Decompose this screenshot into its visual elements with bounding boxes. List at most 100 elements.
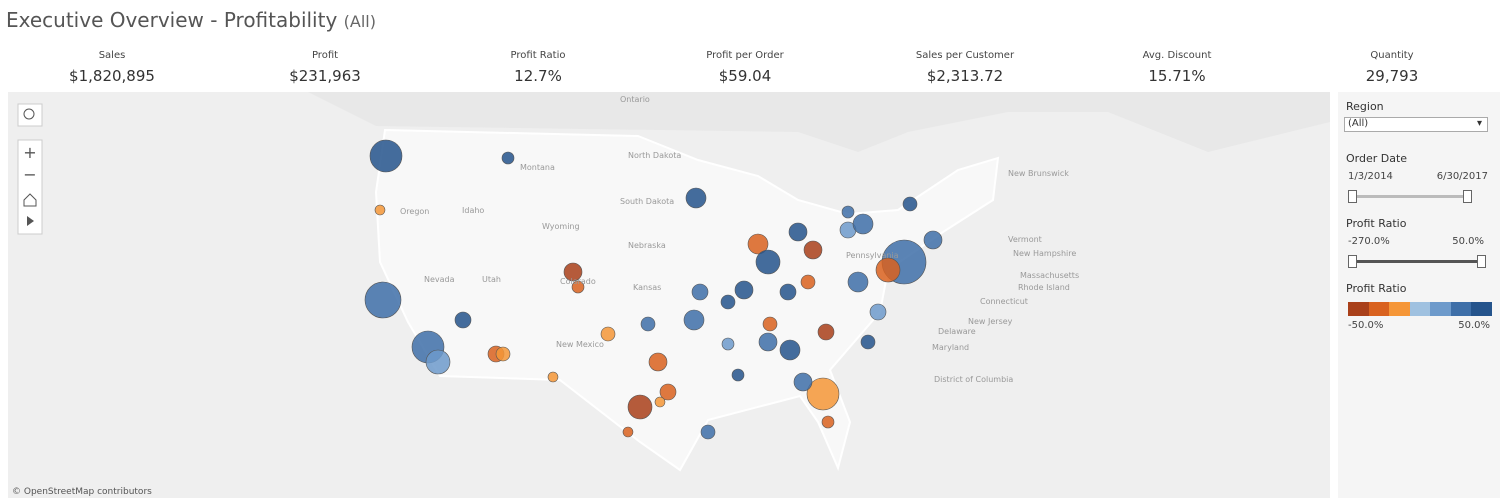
dashboard-title: Executive Overview - Profitability (All): [6, 8, 376, 32]
location-bubble[interactable]: [622, 426, 634, 438]
location-bubble[interactable]: [847, 271, 869, 293]
location-bubble[interactable]: [691, 283, 709, 301]
kpi: Avg. Discount 15.71%: [1077, 50, 1277, 85]
location-bubble[interactable]: [860, 334, 876, 350]
location-bubble[interactable]: [821, 415, 835, 429]
location-bubble[interactable]: [374, 204, 386, 216]
color-ramp: [1348, 302, 1493, 316]
bubble-layer: [364, 139, 943, 440]
pan-button[interactable]: [27, 216, 34, 226]
location-bubble[interactable]: [803, 240, 823, 260]
legend-max: 50.0%: [1458, 320, 1490, 331]
location-bubble[interactable]: [779, 283, 797, 301]
map-label: Wyoming: [542, 222, 580, 231]
filter-title: Order Date: [1346, 152, 1408, 165]
range-end: 50.0%: [1452, 236, 1484, 247]
location-bubble[interactable]: [454, 311, 472, 329]
location-bubble[interactable]: [779, 339, 801, 361]
home-button[interactable]: [23, 193, 37, 207]
region-dropdown[interactable]: (All) ▾: [1344, 117, 1488, 132]
kpi-value: $59.04: [718, 67, 772, 85]
map-label: New Brunswick: [1008, 169, 1069, 178]
location-bubble[interactable]: [734, 280, 754, 300]
slider-handle[interactable]: [1477, 255, 1486, 268]
map: Ontario North Dakota South Dakota Montana Wy…: [8, 92, 1330, 498]
location-bubble[interactable]: [788, 222, 808, 242]
location-bubble[interactable]: [369, 139, 403, 173]
location-bubble[interactable]: [800, 274, 816, 290]
kpi-value: $2,313.72: [926, 67, 1004, 85]
range-end: 6/30/2017: [1436, 171, 1488, 182]
dropdown-value: (All): [1348, 118, 1369, 129]
location-bubble[interactable]: [721, 337, 735, 351]
location-bubble[interactable]: [654, 396, 666, 408]
location-bubble[interactable]: [758, 332, 778, 352]
kpi-value: $1,820,895: [69, 67, 155, 85]
map-label: Nevada: [424, 275, 455, 284]
location-bubble[interactable]: [806, 377, 840, 411]
location-bubble[interactable]: [841, 205, 855, 219]
location-bubble[interactable]: [683, 309, 705, 331]
kpi-label: Sales per Customer: [915, 50, 1015, 61]
location-bubble[interactable]: [627, 394, 653, 420]
ratio-slider[interactable]: [1352, 260, 1478, 263]
map-label: Vermont: [1008, 235, 1042, 244]
location-bubble[interactable]: [659, 383, 677, 401]
zoom-out[interactable]: −: [23, 165, 36, 184]
kpi: Sales $1,820,895: [12, 50, 212, 85]
location-bubble[interactable]: [547, 371, 559, 383]
kpi-label: Sales: [98, 50, 126, 61]
kpi-value: 29,793: [1365, 67, 1419, 85]
location-bubble[interactable]: [747, 233, 769, 255]
location-bubble[interactable]: [640, 316, 656, 332]
location-bubble[interactable]: [817, 323, 835, 341]
location-bubble[interactable]: [720, 294, 736, 310]
location-bubble[interactable]: [571, 280, 585, 294]
slider-handle[interactable]: [1348, 190, 1357, 203]
zoom-toolbar[interactable]: [17, 139, 43, 235]
location-bubble[interactable]: [364, 281, 402, 319]
kpi: Profit per Order $59.04: [645, 50, 845, 85]
location-bubble[interactable]: [685, 187, 707, 209]
location-bubble[interactable]: [852, 213, 874, 235]
map-label: Connecticut: [980, 297, 1028, 306]
slider-handle[interactable]: [1348, 255, 1357, 268]
ramp-step: [1430, 302, 1451, 316]
map-label: Colorado: [560, 277, 596, 286]
slider-handle[interactable]: [1463, 190, 1472, 203]
location-bubble[interactable]: [755, 249, 781, 275]
map-label: South Dakota: [620, 197, 674, 206]
zoom-in[interactable]: +: [23, 143, 36, 162]
map-label: Rhode Island: [1018, 283, 1070, 292]
date-slider[interactable]: [1350, 195, 1468, 198]
map-label: Pennsylvania: [846, 251, 899, 260]
canada-land: [308, 92, 1330, 152]
map-label: New Mexico: [556, 340, 604, 349]
range-start: -270.0%: [1348, 236, 1390, 247]
ramp-step: [1409, 302, 1431, 316]
location-bubble[interactable]: [700, 424, 716, 440]
location-bubble[interactable]: [563, 262, 583, 282]
ramp-step: [1471, 302, 1493, 316]
location-bubble[interactable]: [495, 346, 511, 362]
location-bubble[interactable]: [875, 257, 901, 283]
kpi-label: Profit Ratio: [510, 50, 566, 61]
location-bubble[interactable]: [425, 349, 451, 375]
location-bubble[interactable]: [600, 326, 616, 342]
kpi-label: Avg. Discount: [1142, 50, 1212, 61]
kpi-value: 15.71%: [1148, 67, 1206, 85]
location-bubble[interactable]: [731, 368, 745, 382]
map-label: Delaware: [938, 327, 976, 336]
location-bubble[interactable]: [762, 316, 778, 332]
map-label: Montana: [520, 163, 555, 172]
location-bubble[interactable]: [923, 230, 943, 250]
kpi: Profit $231,963: [225, 50, 425, 85]
location-bubble[interactable]: [902, 196, 918, 212]
location-bubble[interactable]: [793, 372, 813, 392]
location-bubble[interactable]: [648, 352, 668, 372]
location-bubble[interactable]: [869, 303, 887, 321]
search-button[interactable]: [17, 103, 43, 127]
location-bubble[interactable]: [501, 151, 515, 165]
map-label: Idaho: [462, 206, 484, 215]
